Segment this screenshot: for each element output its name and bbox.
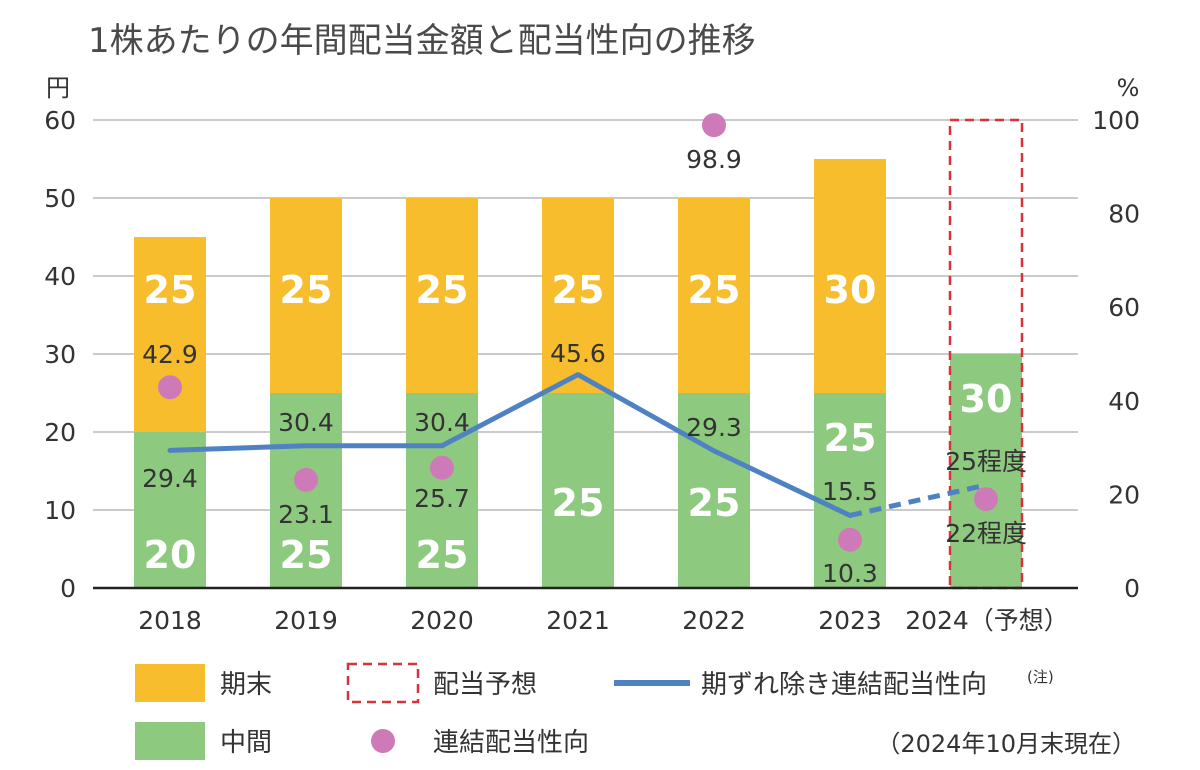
line-value-label: 15.5 xyxy=(822,477,878,506)
legend-swatch-dot xyxy=(371,729,395,753)
payout-line-actual xyxy=(167,372,853,518)
segment-label-chukan: 30 xyxy=(960,377,1013,421)
y-right-tick-label: 100 xyxy=(1092,106,1140,135)
dot-value-label: 25程度 xyxy=(945,447,1027,476)
bar-chukan xyxy=(542,393,614,588)
segment-label-chukan: 20 xyxy=(144,533,197,577)
payout-dot xyxy=(974,487,998,512)
y-right-tick-label: 20 xyxy=(1108,480,1140,509)
legend-swatch-kimatsu xyxy=(135,664,205,702)
y-left-tick-label: 60 xyxy=(44,106,76,135)
x-tick-label: 2021 xyxy=(546,606,610,635)
dot-value-label: 25.7 xyxy=(414,484,470,513)
payout-dot xyxy=(430,455,454,480)
x-tick-label: 2024（予想） xyxy=(905,606,1069,635)
y-right-tick-label: 40 xyxy=(1108,387,1140,416)
bar-chukan xyxy=(814,393,886,588)
x-tick-label: 2019 xyxy=(274,606,338,635)
line-value-label: 29.3 xyxy=(686,413,742,442)
x-tick-label: 2020 xyxy=(410,606,474,635)
segment-label-kimatsu: 25 xyxy=(688,268,741,312)
segment-label-kimatsu: 25 xyxy=(280,268,333,312)
line-value-label: 30.4 xyxy=(278,408,334,437)
segment-label-chukan: 25 xyxy=(552,481,605,525)
as-of-note: （2024年10月末現在） xyxy=(876,730,1136,758)
line-value-label: 45.6 xyxy=(550,339,606,368)
y-right-tick-label: 0 xyxy=(1124,574,1140,603)
segment-label-chukan: 25 xyxy=(688,481,741,525)
legend-label-kimatsu: 期末 xyxy=(220,670,272,700)
dot-value-label: 23.1 xyxy=(278,500,334,529)
payout-dot xyxy=(702,113,726,138)
y-right-unit: % xyxy=(1117,74,1140,102)
segment-label-chukan: 25 xyxy=(280,533,333,577)
bar-chukan xyxy=(134,432,206,588)
y-left-tick-label: 40 xyxy=(44,262,76,291)
segment-label-kimatsu: 25 xyxy=(416,268,469,312)
payout-dots xyxy=(158,113,998,552)
legend-label-chukan: 中間 xyxy=(220,728,272,758)
segment-label-kimatsu: 25 xyxy=(552,268,605,312)
line-value-label: 22程度 xyxy=(945,519,1027,548)
line-value-label: 30.4 xyxy=(414,408,470,437)
payout-dot xyxy=(838,527,862,552)
y-left-tick-label: 20 xyxy=(44,418,76,447)
segment-label-chukan: 25 xyxy=(824,416,877,460)
payout-line-forecast xyxy=(849,482,987,518)
x-tick-label: 2023 xyxy=(818,606,882,635)
segment-label-kimatsu: 25 xyxy=(144,268,197,312)
y-left-unit: 円 xyxy=(46,74,70,102)
y-left-tick-label: 10 xyxy=(44,496,76,525)
bar-kimatsu xyxy=(406,198,478,393)
legend-label-ratio: 連結配当性向 xyxy=(433,728,589,758)
line-value-label: 29.4 xyxy=(142,464,198,493)
payout-dot xyxy=(158,375,182,400)
legend-note-mark: (注) xyxy=(1027,668,1054,686)
payout-dot xyxy=(294,467,318,492)
payout-line xyxy=(167,372,987,518)
dot-value-label: 10.3 xyxy=(822,559,878,588)
bar-kimatsu xyxy=(678,198,750,393)
segment-label-chukan: 25 xyxy=(416,533,469,577)
dot-value-label: 42.9 xyxy=(142,340,198,369)
legend: 期末 配当予想 期ずれ除き連結配当性向 (注) 中間 連結配当性向 xyxy=(135,662,1054,760)
legend-swatch-forecast xyxy=(346,662,420,704)
y-right-tick-label: 80 xyxy=(1108,200,1140,229)
legend-label-line: 期ずれ除き連結配当性向 xyxy=(701,670,987,700)
data-labels: 20 25 25 25 25 25 25 25 25 25 25 30 30 29.4 30.4 30.4 45… xyxy=(142,145,1027,588)
legend-label-forecast: 配当予想 xyxy=(433,670,537,700)
bar-chukan xyxy=(950,354,1022,588)
bar-chukan xyxy=(678,393,750,588)
x-tick-label: 2018 xyxy=(138,606,202,635)
bar-kimatsu xyxy=(814,159,886,393)
y-left-tick-label: 0 xyxy=(60,574,76,603)
dot-value-label: 98.9 xyxy=(686,145,742,174)
bar-chukan xyxy=(406,393,478,588)
x-tick-label: 2022 xyxy=(682,606,746,635)
y-left-tick-label: 50 xyxy=(44,184,76,213)
chart-title: 1株あたりの年間配当金額と配当性向の推移 xyxy=(88,21,756,61)
bar-kimatsu xyxy=(270,198,342,393)
legend-swatch-chukan xyxy=(135,722,205,760)
bar-kimatsu xyxy=(542,198,614,393)
y-left-tick-label: 30 xyxy=(44,340,76,369)
y-right-tick-label: 60 xyxy=(1108,293,1140,322)
segment-label-kimatsu: 30 xyxy=(824,268,877,312)
bar-kimatsu xyxy=(134,237,206,432)
